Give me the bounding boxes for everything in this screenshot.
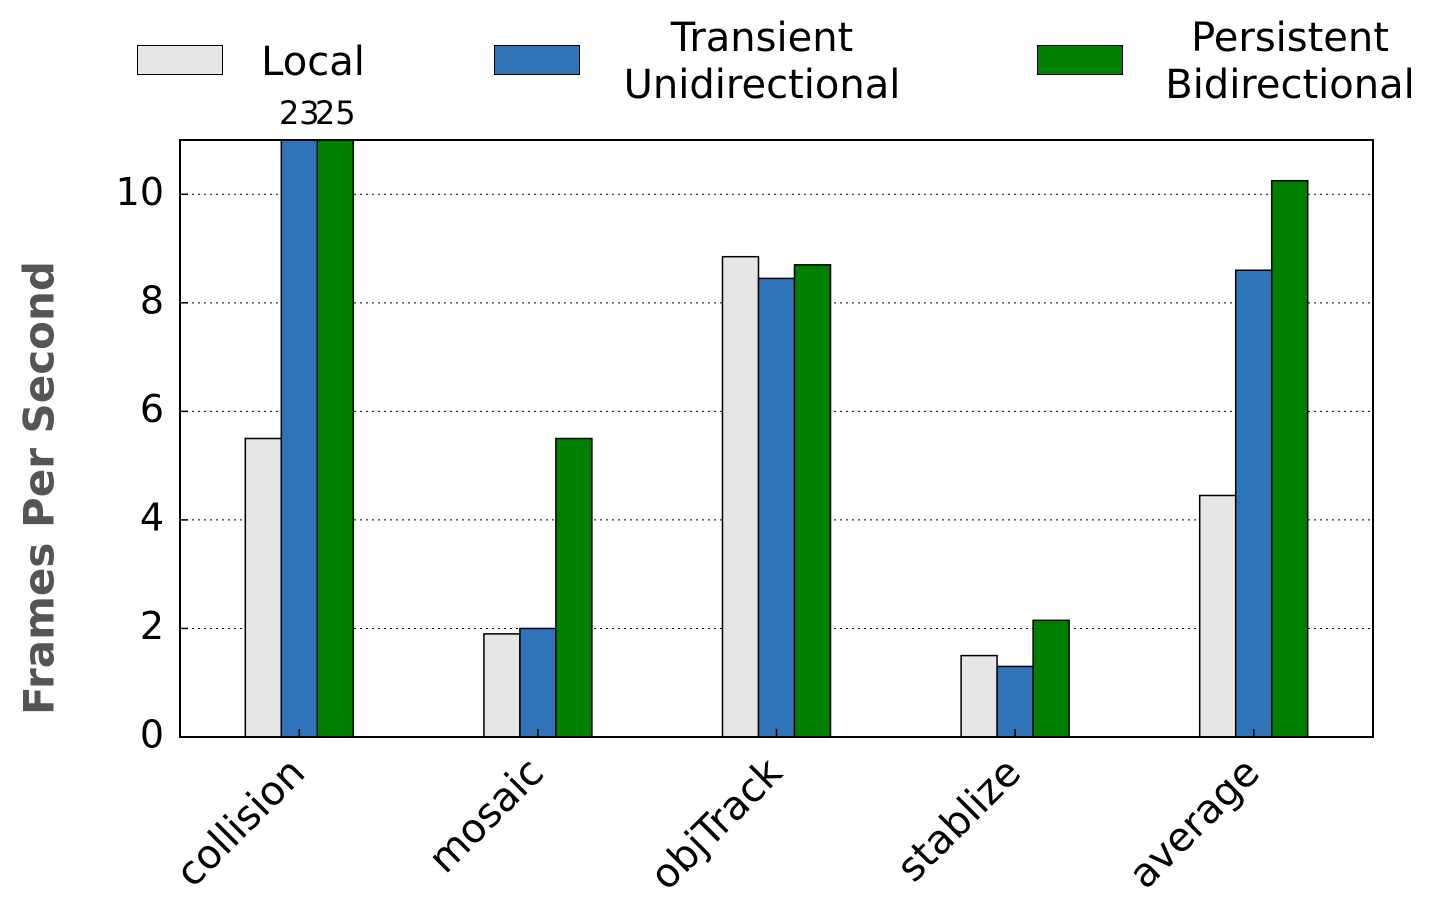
value-label: 25 <box>315 94 356 132</box>
legend-swatch <box>1037 45 1123 75</box>
bar <box>793 264 832 737</box>
legend-swatch <box>494 45 580 75</box>
bar <box>483 633 521 737</box>
bar <box>244 437 283 737</box>
bar <box>996 665 1034 737</box>
bar <box>316 140 355 737</box>
value-label: 23 <box>279 94 320 132</box>
y-tick-label: 6 <box>140 387 164 431</box>
y-tick-label: 4 <box>140 495 164 539</box>
y-tick-label: 0 <box>140 713 164 757</box>
legend-label: Persistent Bidirectional <box>1165 15 1415 108</box>
bar <box>1270 179 1309 737</box>
legend-label: Local <box>261 38 365 85</box>
y-tick-label: 10 <box>116 170 164 214</box>
bars <box>244 140 1309 737</box>
x-tick-label: collision <box>167 749 314 896</box>
legend-swatch <box>137 45 223 75</box>
bar <box>555 437 593 737</box>
x-tick-label: average <box>1120 749 1268 897</box>
x-tick-label: objTrack <box>642 749 792 899</box>
legend-label: Transient Unidirectional <box>623 15 901 108</box>
plot-frame <box>179 139 1374 738</box>
x-tick-label: stablize <box>888 749 1030 891</box>
bar <box>960 654 998 737</box>
bar <box>519 627 557 737</box>
bar <box>757 277 796 737</box>
bar <box>1198 494 1237 737</box>
bar <box>1032 619 1070 737</box>
y-tick-label: 2 <box>140 604 164 648</box>
x-tick-label: mosaic <box>420 749 553 882</box>
bar <box>721 255 760 737</box>
bar <box>1234 269 1273 737</box>
y-axis-label: Frames Per Second <box>15 261 64 715</box>
y-tick-label: 8 <box>140 278 164 322</box>
